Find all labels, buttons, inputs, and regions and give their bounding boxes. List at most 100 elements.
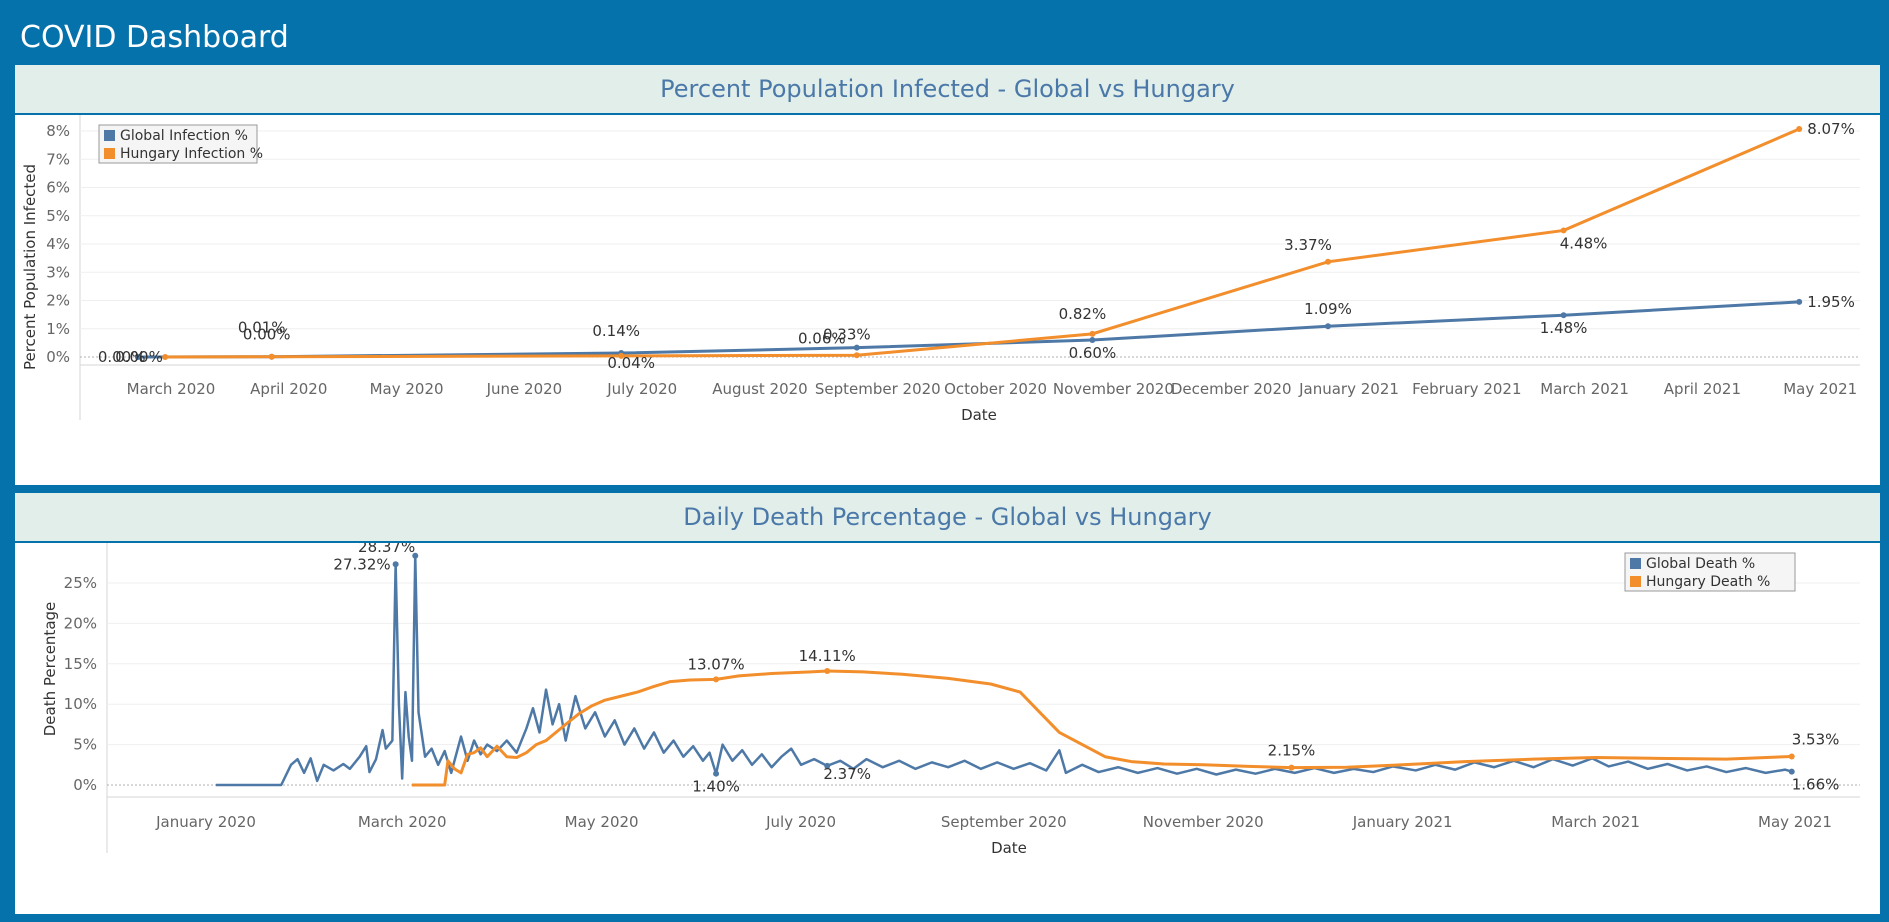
data-label: 0.14% bbox=[592, 322, 640, 340]
y-tick-label: 6% bbox=[46, 179, 70, 197]
data-point bbox=[1089, 337, 1096, 344]
y-tick-label: 0% bbox=[46, 348, 70, 366]
infection-chart-header: Percent Population Infected - Global vs … bbox=[15, 65, 1880, 115]
data-label: 1.40% bbox=[692, 778, 740, 796]
x-tick-label: May 2021 bbox=[1758, 813, 1832, 831]
y-tick-label: 7% bbox=[46, 150, 70, 168]
x-tick-label: November 2020 bbox=[1053, 380, 1174, 398]
data-label: 2.37% bbox=[823, 765, 871, 783]
x-tick-label: July 2020 bbox=[765, 813, 836, 831]
x-tick-label: May 2020 bbox=[370, 380, 444, 398]
y-tick-label: 10% bbox=[64, 695, 97, 713]
data-point bbox=[1796, 126, 1803, 133]
data-point bbox=[824, 762, 831, 769]
data-label: 3.53% bbox=[1792, 730, 1840, 748]
data-point bbox=[268, 353, 275, 360]
data-label: 1.66% bbox=[1792, 776, 1840, 794]
data-label: 0.04% bbox=[607, 354, 655, 372]
data-label: 1.48% bbox=[1540, 319, 1588, 337]
data-point bbox=[412, 552, 419, 559]
x-tick-label: April 2020 bbox=[250, 380, 327, 398]
infection-chart: 0% 1% 2% 3% 4% 5% 6% 7% 8% March 2020 April 2020 Ma… bbox=[21, 115, 1860, 424]
data-point bbox=[618, 352, 625, 359]
legend-swatch bbox=[104, 130, 115, 141]
data-label: 0.60% bbox=[1069, 344, 1117, 362]
data-point bbox=[824, 667, 831, 674]
death-chart-panel: Daily Death Percentage - Global vs Hunga… bbox=[15, 493, 1880, 914]
data-point bbox=[1788, 768, 1795, 775]
data-label: 0.00% bbox=[115, 348, 163, 366]
y-tick-label: 8% bbox=[46, 122, 70, 140]
x-tick-label: March 2021 bbox=[1540, 380, 1629, 398]
y-tick-label: 20% bbox=[64, 614, 97, 632]
y-tick-label: 3% bbox=[46, 263, 70, 281]
x-tick-label: August 2020 bbox=[712, 380, 807, 398]
data-point bbox=[134, 354, 141, 360]
data-label: 0.00% bbox=[243, 326, 291, 344]
dashboard-title: COVID Dashboard bbox=[20, 20, 289, 55]
data-label: 8.07% bbox=[1807, 120, 1855, 138]
x-tick-label: October 2020 bbox=[944, 380, 1047, 398]
data-point bbox=[392, 561, 399, 568]
x-tick-label: May 2021 bbox=[1783, 380, 1857, 398]
data-point bbox=[713, 770, 720, 777]
y-tick-label: 5% bbox=[73, 736, 97, 754]
y-tick-label: 5% bbox=[46, 207, 70, 225]
data-label: 14.11% bbox=[799, 647, 856, 665]
x-axis-title: Date bbox=[961, 406, 997, 424]
data-label: 0.33% bbox=[823, 326, 871, 344]
data-point bbox=[1560, 312, 1567, 319]
x-tick-label: January 2020 bbox=[155, 813, 256, 831]
data-point bbox=[853, 352, 860, 359]
infection-chart-panel: Percent Population Infected - Global vs … bbox=[15, 65, 1880, 485]
data-label: 27.32% bbox=[333, 555, 390, 573]
x-tick-label: January 2021 bbox=[1352, 813, 1453, 831]
data-label: 2.15% bbox=[1268, 742, 1316, 760]
x-tick-label: May 2020 bbox=[565, 813, 639, 831]
data-label: 1.09% bbox=[1304, 300, 1352, 318]
legend-box bbox=[98, 124, 258, 164]
y-tick-label: 4% bbox=[46, 235, 70, 253]
series-line-global bbox=[215, 554, 1793, 787]
legend-label: Global Infection % bbox=[120, 128, 248, 144]
death-chart-title: Daily Death Percentage - Global vs Hunga… bbox=[683, 503, 1212, 531]
data-point bbox=[1325, 323, 1331, 330]
data-point bbox=[162, 354, 169, 360]
x-tick-label: September 2020 bbox=[941, 813, 1067, 831]
x-tick-label: March 2021 bbox=[1551, 813, 1640, 831]
legend-box bbox=[1624, 552, 1796, 592]
y-axis-title: Death Percentage bbox=[41, 602, 59, 737]
x-tick-label: April 2021 bbox=[1664, 380, 1741, 398]
data-label: 1.95% bbox=[1807, 293, 1855, 311]
data-label: 3.37% bbox=[1284, 236, 1332, 254]
death-chart-header: Daily Death Percentage - Global vs Hunga… bbox=[15, 493, 1880, 543]
legend-swatch bbox=[104, 148, 115, 159]
data-point bbox=[1788, 753, 1795, 760]
legend-swatch bbox=[1630, 558, 1641, 569]
data-label: 0.01% bbox=[238, 319, 286, 337]
series-line-hungary bbox=[411, 669, 1792, 787]
data-point bbox=[1325, 258, 1331, 265]
x-tick-label: September 2020 bbox=[815, 380, 941, 398]
y-tick-label: 15% bbox=[64, 655, 97, 673]
x-tick-label: March 2020 bbox=[127, 380, 216, 398]
x-tick-label: February 2021 bbox=[1412, 380, 1521, 398]
legend-swatch bbox=[1630, 576, 1641, 587]
series-line-hungary bbox=[165, 127, 1800, 359]
data-label: 0.00% bbox=[98, 348, 146, 366]
x-tick-label: December 2020 bbox=[1171, 380, 1292, 398]
infection-chart-title: Percent Population Infected - Global vs … bbox=[660, 75, 1235, 103]
legend-label: Hungary Death % bbox=[1646, 574, 1770, 590]
data-point bbox=[1288, 764, 1295, 771]
y-axis-title: Percent Population Infected bbox=[21, 164, 39, 370]
data-point bbox=[713, 676, 720, 683]
y-tick-label: 2% bbox=[46, 292, 70, 310]
x-tick-label: January 2021 bbox=[1298, 380, 1399, 398]
x-tick-label: July 2020 bbox=[606, 380, 677, 398]
x-axis-title: Date bbox=[991, 839, 1027, 857]
data-label: 28.37% bbox=[358, 543, 415, 556]
data-label: 0.06% bbox=[798, 329, 846, 347]
data-label: 4.48% bbox=[1560, 234, 1608, 252]
data-point bbox=[1796, 298, 1803, 305]
x-tick-label: June 2020 bbox=[486, 380, 563, 398]
